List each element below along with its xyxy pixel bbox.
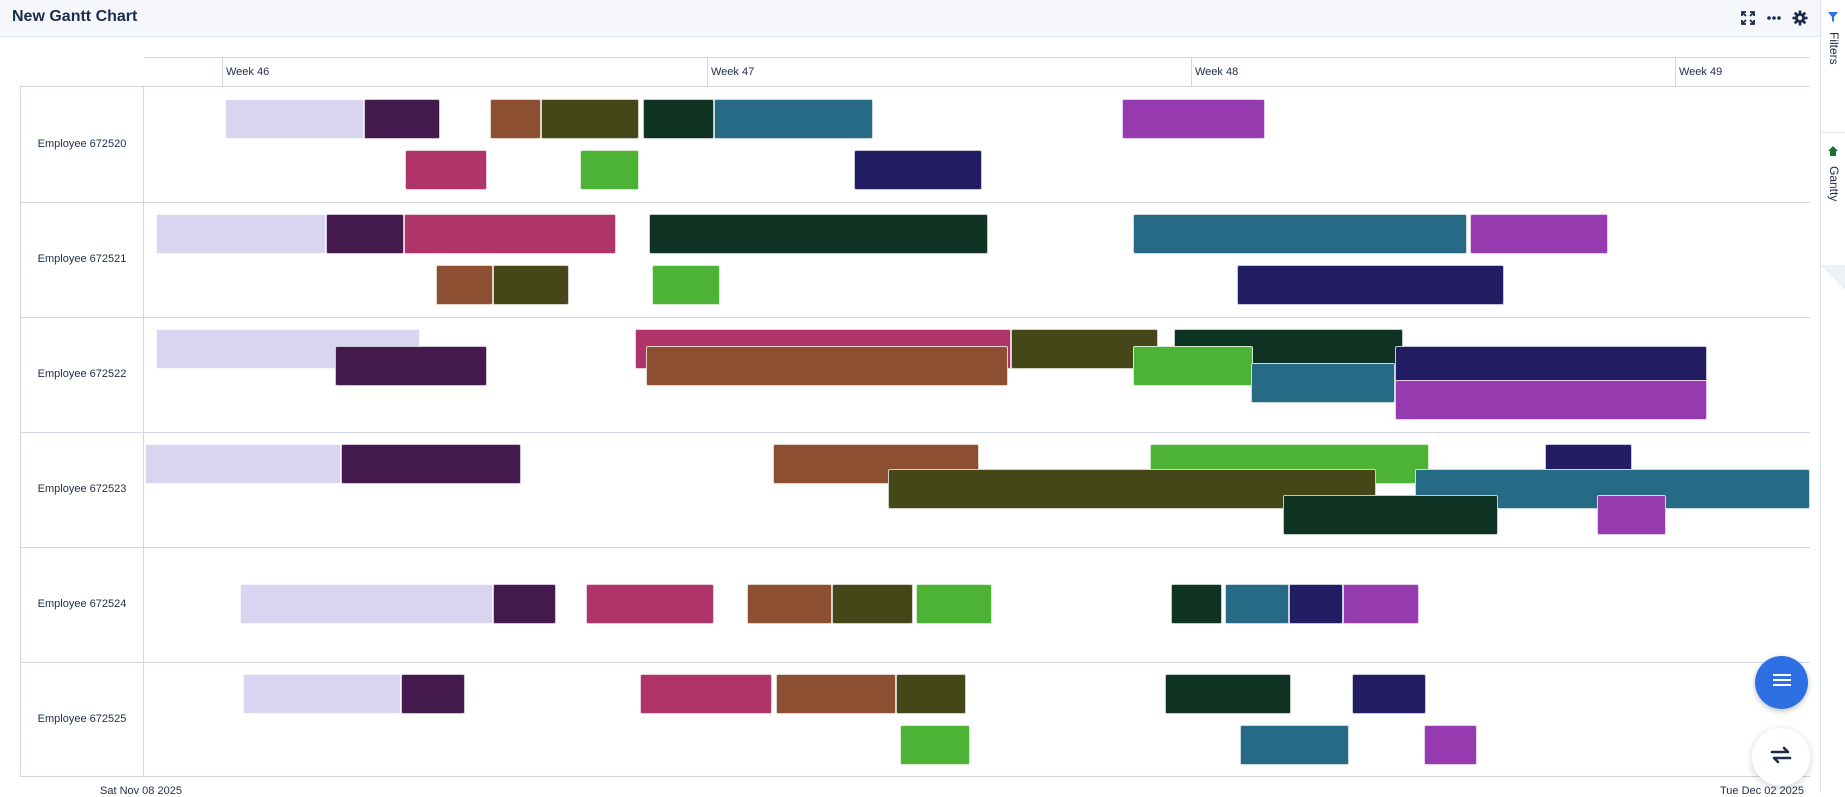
week-tick <box>1675 57 1676 87</box>
menu-icon <box>1772 672 1792 693</box>
task-bar[interactable] <box>832 584 913 624</box>
task-bar[interactable] <box>243 674 401 714</box>
menu-fab-button[interactable] <box>1755 656 1808 709</box>
task-bar[interactable] <box>240 584 493 624</box>
task-bar[interactable] <box>401 674 465 714</box>
more-icon[interactable] <box>1765 9 1783 27</box>
task-bar[interactable] <box>1343 584 1419 624</box>
task-bar[interactable] <box>405 150 487 190</box>
task-bar[interactable] <box>649 214 988 254</box>
task-bar[interactable] <box>1424 725 1477 765</box>
week-label: Week 46 <box>226 66 270 78</box>
rail-divider <box>1821 132 1845 133</box>
task-bar[interactable] <box>1225 584 1289 624</box>
fullscreen-icon[interactable] <box>1739 9 1757 27</box>
start-date-label: Sat Nov 08 2025 <box>100 785 182 797</box>
task-bar[interactable] <box>714 99 873 139</box>
week-label: Week 47 <box>711 66 755 78</box>
task-bar[interactable] <box>1165 674 1291 714</box>
week-tick <box>222 57 223 87</box>
timeline-top-line <box>144 57 1810 58</box>
task-bar[interactable] <box>326 214 404 254</box>
task-bar[interactable] <box>854 150 982 190</box>
task-bar[interactable] <box>586 584 714 624</box>
row-divider <box>20 202 1810 203</box>
task-bar[interactable] <box>747 584 832 624</box>
week-label: Week 49 <box>1679 66 1723 78</box>
row-label-employee-672521: Employee 672521 <box>37 253 127 265</box>
swap-icon <box>1769 745 1793 770</box>
top-bar: New Gantt Chart <box>0 0 1820 37</box>
row-divider <box>20 317 1810 318</box>
task-bar[interactable] <box>1597 495 1666 535</box>
week-label: Week 48 <box>1195 66 1239 78</box>
task-bar[interactable] <box>1352 674 1426 714</box>
task-bar[interactable] <box>541 99 639 139</box>
end-date-label: Tue Dec 02 2025 <box>1720 785 1804 797</box>
task-bar[interactable] <box>493 584 556 624</box>
task-bar[interactable] <box>1122 99 1265 139</box>
task-bar[interactable] <box>900 725 970 765</box>
task-bar[interactable] <box>404 214 616 254</box>
task-bar[interactable] <box>493 265 569 305</box>
row-label-employee-672520: Employee 672520 <box>37 138 127 150</box>
row-label-employee-672525: Employee 672525 <box>37 713 127 725</box>
gear-icon[interactable] <box>1791 9 1809 27</box>
task-bar[interactable] <box>145 444 341 484</box>
task-bar[interactable] <box>652 265 720 305</box>
task-bar[interactable] <box>1395 346 1707 386</box>
page-title: New Gantt Chart <box>12 8 138 25</box>
task-bar[interactable] <box>225 99 364 139</box>
task-bar[interactable] <box>896 674 966 714</box>
label-column-divider <box>143 86 144 777</box>
task-bar[interactable] <box>490 99 541 139</box>
task-bar[interactable] <box>1289 584 1343 624</box>
task-bar[interactable] <box>156 214 326 254</box>
task-bar[interactable] <box>580 150 639 190</box>
row-divider <box>20 662 1810 663</box>
row-label-employee-672523: Employee 672523 <box>37 483 127 495</box>
task-bar[interactable] <box>1133 214 1467 254</box>
row-divider <box>20 432 1810 433</box>
row-label-employee-672524: Employee 672524 <box>37 598 127 610</box>
row-divider <box>20 547 1810 548</box>
swap-fab-button[interactable] <box>1752 728 1810 786</box>
side-rail: Filters Gantty <box>1820 0 1845 793</box>
task-bar[interactable] <box>643 99 714 139</box>
week-tick <box>1191 57 1192 87</box>
task-bar[interactable] <box>776 674 896 714</box>
gantty-tab[interactable]: Gantty <box>1821 140 1845 230</box>
rail-fold-decoration <box>1820 265 1845 290</box>
task-bar[interactable] <box>1395 380 1707 420</box>
task-bar[interactable] <box>436 265 493 305</box>
row-label-employee-672522: Employee 672522 <box>37 368 127 380</box>
task-bar[interactable] <box>364 99 440 139</box>
week-tick <box>707 57 708 87</box>
task-bar[interactable] <box>335 346 487 386</box>
gantty-label: Gantty <box>1827 166 1841 202</box>
home-icon <box>1827 144 1839 162</box>
task-bar[interactable] <box>1283 495 1498 535</box>
task-bar[interactable] <box>1240 725 1349 765</box>
task-bar[interactable] <box>640 674 772 714</box>
task-bar[interactable] <box>1237 265 1504 305</box>
task-bar[interactable] <box>916 584 992 624</box>
task-bar[interactable] <box>646 346 1008 386</box>
task-bar[interactable] <box>1133 346 1253 386</box>
filters-label: Filters <box>1827 32 1841 65</box>
task-bar[interactable] <box>1470 214 1608 254</box>
task-bar[interactable] <box>1171 584 1222 624</box>
task-bar[interactable] <box>1251 363 1395 403</box>
filter-icon <box>1827 10 1839 28</box>
gantt-grid <box>20 86 1810 777</box>
task-bar[interactable] <box>341 444 521 484</box>
filters-tab[interactable]: Filters <box>1821 0 1845 132</box>
